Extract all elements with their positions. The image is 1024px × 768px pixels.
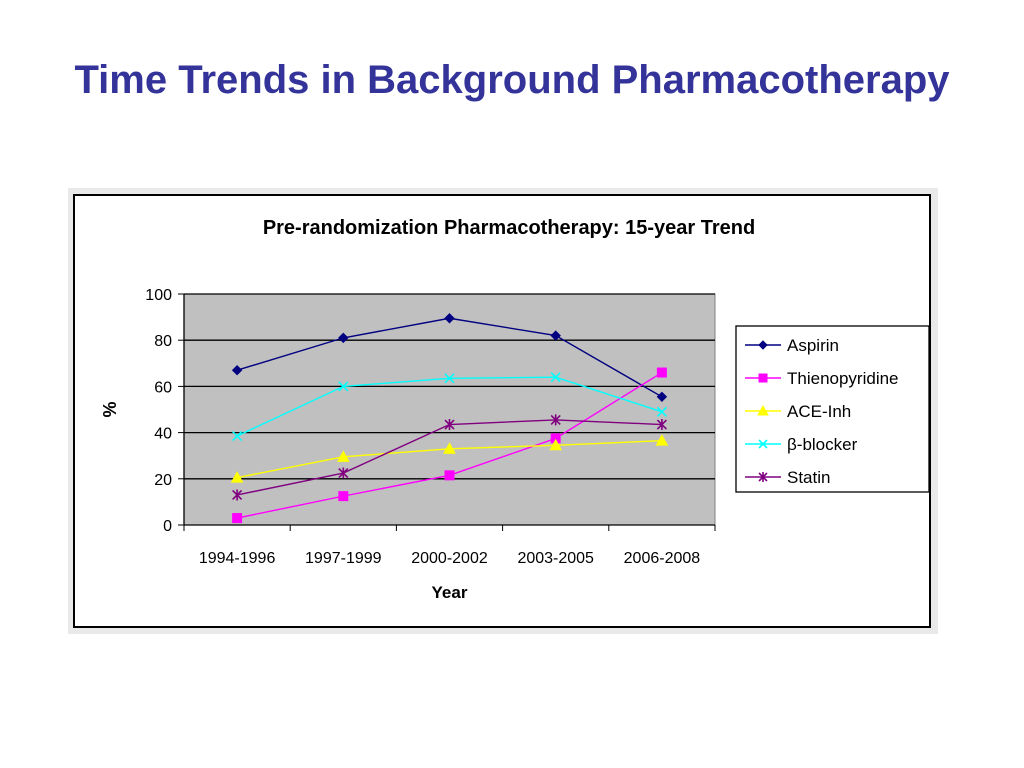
x-tick-label: 2003-2005: [517, 550, 594, 567]
plot-area: [183, 293, 716, 526]
series-layer: [230, 313, 669, 524]
series-2: [230, 434, 669, 483]
x-tick-label: 2000-2002: [411, 550, 488, 567]
chart-frame: Pre-randomization Pharmacotherapy: 15-ye…: [68, 188, 938, 634]
data-point: [549, 438, 563, 451]
series-4: [232, 414, 667, 501]
x-tick-label: 1994-1996: [199, 550, 276, 567]
data-point: [655, 434, 669, 446]
data-point: [444, 470, 455, 481]
y-tick-label: 40: [154, 426, 172, 443]
data-point: [656, 367, 667, 378]
legend-label: Thienopyridine: [787, 369, 899, 388]
legend: Aspirin Thienopyridine ACE-Inh β-blocker Sta…: [735, 325, 929, 493]
legend-item: Statin: [745, 468, 830, 487]
legend-label: ACE-Inh: [787, 402, 851, 421]
y-tick-label: 100: [145, 287, 172, 304]
data-point: [656, 406, 667, 417]
data-point: [444, 373, 455, 384]
y-axis-label: %: [100, 401, 120, 417]
slide-title: Time Trends in Background Pharmacotherap…: [74, 58, 950, 102]
legend-item: β-blocker: [745, 435, 858, 454]
data-point: [336, 450, 350, 462]
series-1: [232, 367, 667, 524]
y-tick-label: 60: [154, 379, 172, 396]
y-tick-label: 80: [154, 333, 172, 350]
data-point: [550, 330, 561, 341]
data-point: [338, 467, 349, 479]
legend-label: β-blocker: [787, 435, 858, 454]
data-point: [338, 381, 349, 392]
data-point: [338, 491, 349, 502]
data-point: [231, 365, 243, 376]
data-point: [656, 391, 668, 403]
data-point: [550, 372, 561, 383]
data-point: [232, 513, 243, 524]
chart-title: Pre-randomization Pharmacotherapy: 15-ye…: [263, 217, 755, 239]
data-point: [757, 404, 769, 416]
data-point: [758, 472, 768, 482]
x-tick-label: 2006-2008: [624, 550, 701, 567]
series-0: [231, 313, 668, 403]
data-point: [338, 332, 349, 344]
y-tick-label: 0: [163, 518, 172, 535]
data-point: [232, 489, 243, 501]
data-point: [656, 419, 667, 431]
data-point: [444, 313, 455, 324]
axes: 0 20 40 60 80 100 1994-1996 1997-1999 2000-2002 2…: [145, 287, 716, 567]
data-point: [443, 442, 456, 454]
data-point: [758, 340, 768, 350]
y-tick-label: 20: [154, 472, 172, 489]
data-point: [758, 373, 768, 383]
series-3: [232, 372, 667, 442]
line-chart: Pre-randomization Pharmacotherapy: 15-ye…: [100, 217, 929, 602]
legend-item: Thienopyridine: [745, 369, 899, 388]
chart-area: Pre-randomization Pharmacotherapy: 15-ye…: [73, 194, 931, 628]
data-point: [230, 471, 244, 483]
gridlines: [184, 293, 715, 480]
x-axis-label: Year: [432, 583, 468, 602]
data-point: [550, 414, 561, 426]
legend-label: Statin: [787, 468, 830, 487]
legend-item: ACE-Inh: [745, 402, 851, 421]
legend-item: Aspirin: [745, 336, 839, 355]
data-point: [444, 419, 455, 431]
data-point: [758, 439, 768, 449]
x-tick-label: 1997-1999: [305, 550, 382, 567]
legend-label: Aspirin: [787, 336, 839, 355]
legend-box: [735, 325, 929, 493]
data-point: [232, 430, 243, 442]
